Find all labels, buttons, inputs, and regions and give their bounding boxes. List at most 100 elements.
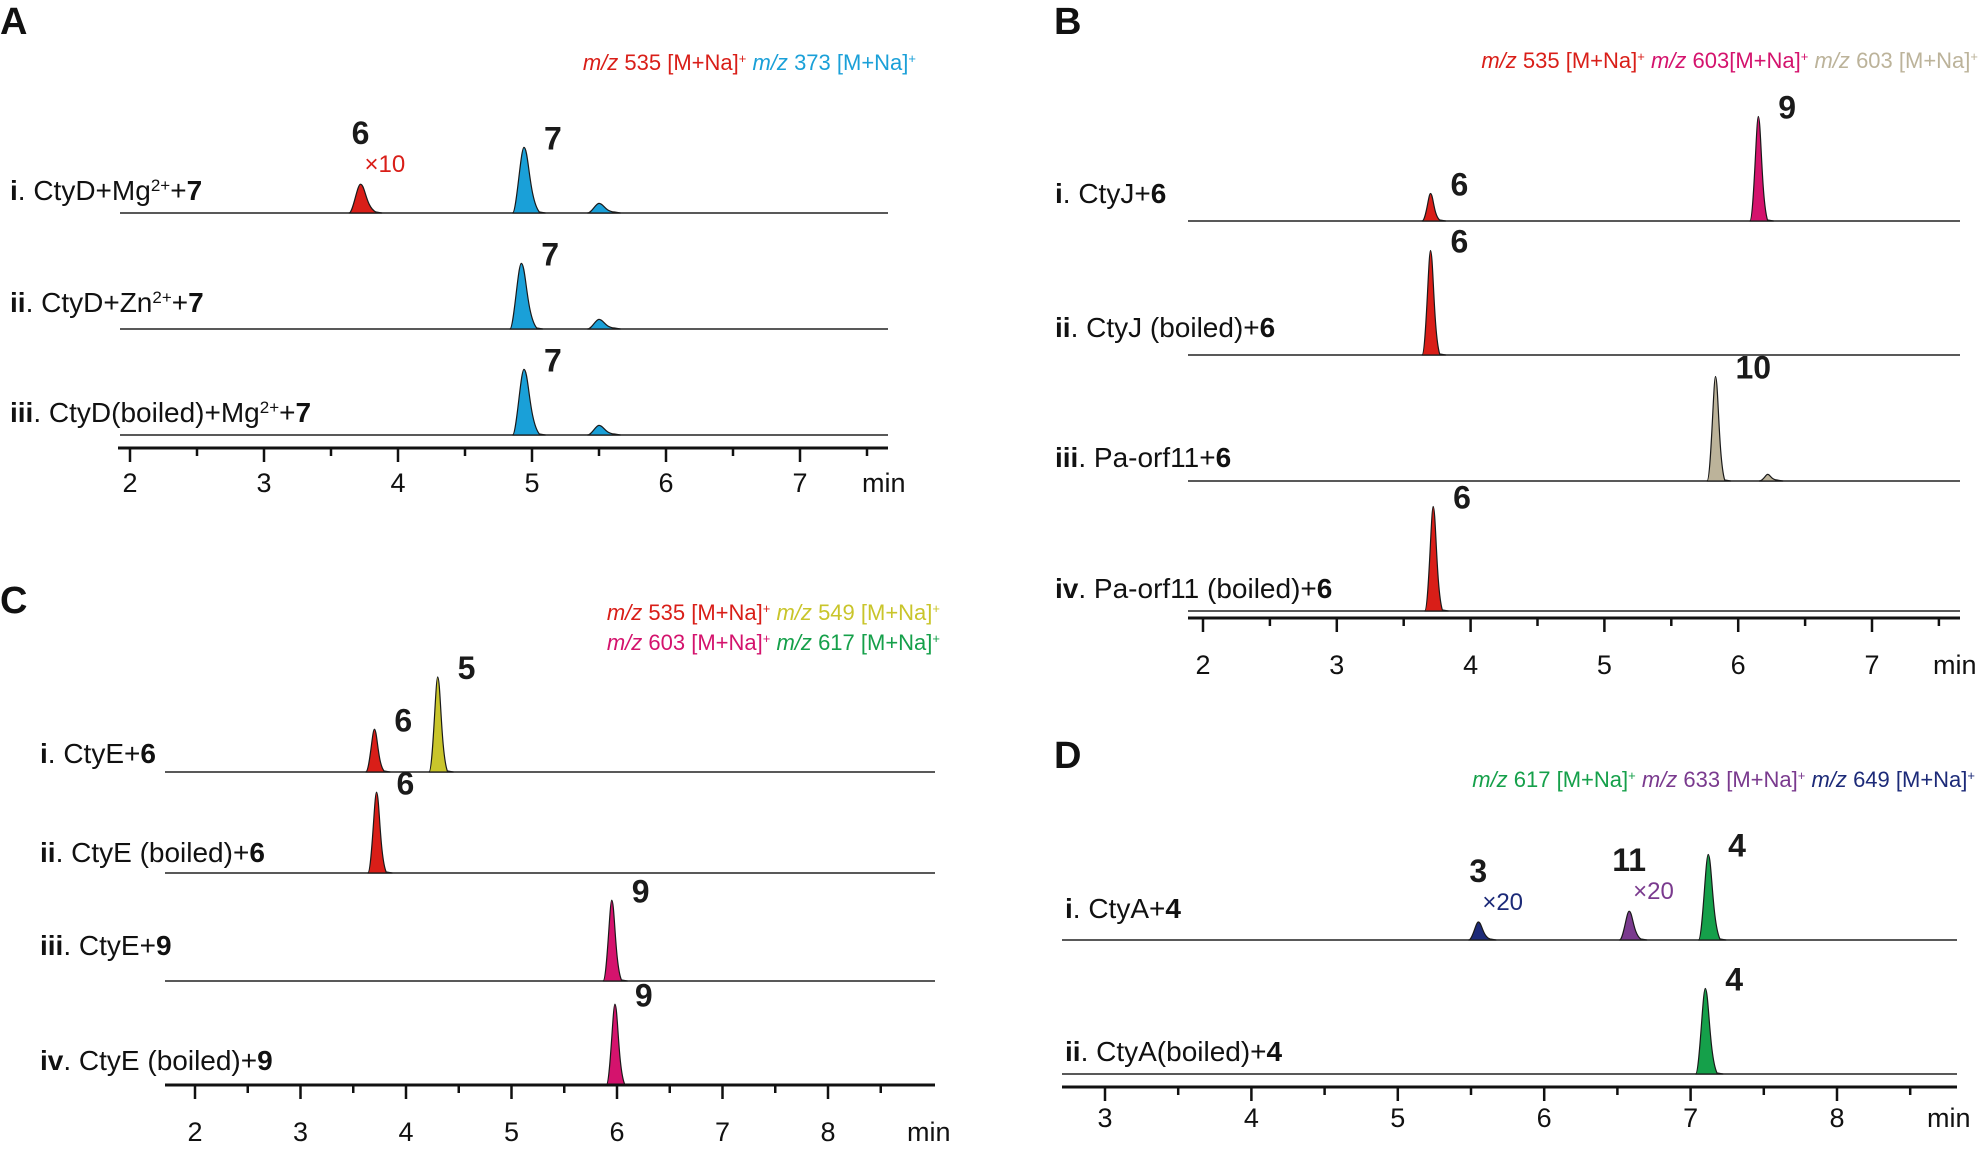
trace-label-part: . CtyD(boiled)+Mg	[33, 397, 259, 428]
trace-label-part: 7	[188, 287, 204, 318]
legend-sup: +	[763, 601, 771, 616]
panel-A: Am/z 535 [M+Na]+ m/z 373 [M+Na]+i. CtyD+…	[0, 1, 916, 498]
peak-label: 7	[544, 120, 562, 156]
legend-sup: +	[1967, 768, 1975, 783]
trace-label: i. CtyA+4	[1065, 893, 1181, 924]
x-tick-label: 2	[122, 468, 137, 498]
legend: m/z 535 [M+Na]+ m/z 549 [M+Na]+	[607, 600, 940, 625]
legend-sup: +	[763, 631, 771, 646]
x-tick-label: 6	[609, 1117, 624, 1147]
panel-letter: C	[0, 580, 27, 622]
legend-entry: 633 [M+Na]	[1683, 767, 1797, 792]
peak	[587, 424, 622, 436]
peak-label: 6	[1450, 167, 1468, 203]
trace-label: iii. CtyD(boiled)+Mg2++7	[10, 397, 311, 428]
trace-label: ii. CtyA(boiled)+4	[1065, 1036, 1283, 1067]
peak	[1421, 249, 1447, 356]
x-tick-label: 7	[792, 468, 807, 498]
x-tick-label: 4	[390, 468, 405, 498]
peak	[1706, 375, 1732, 482]
trace-label-part: 9	[257, 1045, 273, 1076]
trace-label-part: 4	[1267, 1036, 1283, 1067]
trace-label-part: 7	[296, 397, 312, 428]
trace-label-part: . CtyD+Zn	[26, 287, 153, 318]
peak	[367, 791, 393, 874]
legend: m/z 535 [M+Na]+ m/z 373 [M+Na]+	[583, 50, 916, 75]
trace-roman-numeral: iv	[1055, 573, 1079, 604]
legend-mz-prefix: m/z	[776, 630, 811, 655]
peak	[602, 899, 629, 982]
peak	[1468, 921, 1497, 941]
peak-label: 7	[544, 342, 562, 378]
legend-entry: 603 [M+Na]	[648, 630, 762, 655]
trace-label-part: . CtyE (boiled)+	[63, 1045, 257, 1076]
x-axis-unit: min	[1933, 650, 1977, 680]
legend-entry: 603 [M+Na]	[1856, 48, 1970, 73]
trace-label-part: +	[170, 175, 186, 206]
x-tick-label: 3	[256, 468, 271, 498]
trace-label-part: 2+	[151, 176, 170, 195]
peak	[511, 146, 546, 214]
peak	[587, 202, 622, 214]
trace-roman-numeral: iii	[1055, 442, 1078, 473]
peak-label: 9	[1778, 90, 1796, 126]
trace-label: iv. CtyE (boiled)+9	[40, 1045, 273, 1076]
trace-label: ii. CtyE (boiled)+6	[40, 837, 265, 868]
trace-label-part: 6	[1260, 312, 1276, 343]
trace-roman-numeral: i	[10, 175, 18, 206]
peak-label: 6	[352, 115, 370, 151]
peak	[1697, 853, 1727, 941]
trace-roman-numeral: i	[1055, 178, 1063, 209]
x-tick-label: 5	[504, 1117, 519, 1147]
peak-label: 4	[1725, 962, 1743, 998]
trace-roman-numeral: ii	[40, 837, 56, 868]
legend-entry: 373 [M+Na]	[794, 50, 908, 75]
x-tick-label: 5	[1597, 650, 1612, 680]
panel-D: Dm/z 617 [M+Na]+ m/z 633 [M+Na]+ m/z 649…	[1054, 735, 1975, 1133]
trace-roman-numeral: iii	[40, 930, 63, 961]
x-tick-label: 3	[1329, 650, 1344, 680]
trace-label: iii. CtyE+9	[40, 930, 172, 961]
trace-label-part: 7	[187, 175, 203, 206]
x-tick-label: 3	[293, 1117, 308, 1147]
trace-roman-numeral: ii	[1065, 1036, 1081, 1067]
trace-label-part: 2+	[260, 398, 279, 417]
legend-entry: 535 [M+Na]	[624, 50, 738, 75]
peak	[511, 368, 546, 436]
x-tick-label: 8	[1829, 1103, 1844, 1133]
trace-label-part: 2+	[152, 288, 171, 307]
peak-scale-note: ×10	[364, 151, 405, 178]
peak	[1758, 473, 1784, 482]
x-tick-label: 6	[658, 468, 673, 498]
x-tick-label: 8	[820, 1117, 835, 1147]
legend-mz-prefix: m/z	[1642, 767, 1677, 792]
legend-sup: +	[739, 51, 747, 66]
trace-roman-numeral: i	[40, 738, 48, 769]
legend-mz-prefix: m/z	[776, 600, 811, 625]
peak	[1618, 910, 1648, 941]
legend-sup: +	[1801, 49, 1809, 64]
peak	[348, 183, 383, 214]
trace-label-part: 6	[1151, 178, 1167, 209]
legend-sup: +	[908, 51, 916, 66]
trace-label-part: . CtyE (boiled)+	[56, 837, 250, 868]
legend-entry: 649 [M+Na]	[1853, 767, 1967, 792]
x-tick-label: 7	[1683, 1103, 1698, 1133]
legend: m/z 535 [M+Na]+ m/z 603[M+Na]+ m/z 603 […	[1481, 48, 1978, 73]
x-tick-label: 4	[1244, 1103, 1259, 1133]
trace-label-part: . CtyJ (boiled)+	[1071, 312, 1260, 343]
legend: m/z 603 [M+Na]+ m/z 617 [M+Na]+	[607, 630, 940, 655]
legend-entry: 549 [M+Na]	[818, 600, 932, 625]
trace-label: ii. CtyJ (boiled)+6	[1055, 312, 1275, 343]
peak-label: 10	[1735, 350, 1771, 386]
panel-B: Bm/z 535 [M+Na]+ m/z 603[M+Na]+ m/z 603 …	[1054, 1, 1978, 680]
peak-scale-note: ×20	[1633, 878, 1674, 905]
x-axis-unit: min	[907, 1117, 951, 1147]
legend-entry: 535 [M+Na]	[648, 600, 762, 625]
legend: m/z 617 [M+Na]+ m/z 633 [M+Na]+ m/z 649 …	[1472, 767, 1975, 792]
peak-label: 6	[394, 702, 412, 738]
trace-label: iv. Pa-orf11 (boiled)+6	[1055, 573, 1332, 604]
trace-label-part: . Pa-orf11 (boiled)+	[1078, 573, 1316, 604]
legend-entry: 617 [M+Na]	[1514, 767, 1628, 792]
